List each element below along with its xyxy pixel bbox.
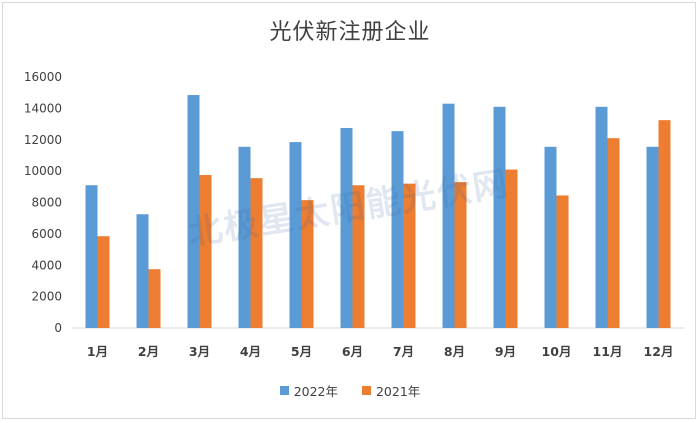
legend-item-2021: 2021年 — [361, 381, 421, 400]
bar-2021 — [148, 269, 161, 328]
chart-title: 光伏新注册企业 — [269, 20, 431, 45]
y-tick-label: 14000 — [24, 101, 62, 115]
legend-label-2022: 2022年 — [293, 384, 338, 399]
bar-2022 — [340, 127, 353, 328]
bar-2021 — [97, 236, 110, 328]
bar-2022 — [493, 106, 506, 329]
bar-2021 — [352, 185, 365, 328]
bar-2022 — [595, 106, 608, 329]
x-category-label: 11月 — [593, 344, 623, 359]
bar-2022 — [391, 131, 404, 328]
y-tick-label: 10000 — [24, 164, 62, 178]
bar-2021 — [301, 200, 314, 328]
y-tick-label: 2000 — [31, 290, 62, 304]
bar-2021 — [454, 182, 467, 328]
y-tick-label: 16000 — [24, 70, 62, 84]
bar-2021 — [658, 120, 671, 328]
x-category-label: 6月 — [342, 344, 363, 359]
bar-2022 — [85, 185, 98, 328]
x-category-label: 10月 — [542, 344, 572, 359]
y-tick-label: 6000 — [31, 227, 62, 241]
bar-2022 — [442, 103, 455, 328]
y-tick-label: 12000 — [24, 133, 62, 147]
y-tick-label: 8000 — [31, 196, 62, 210]
bar-2021 — [607, 138, 620, 328]
y-tick-label: 4000 — [31, 258, 62, 272]
x-category-label: 9月 — [495, 344, 516, 359]
bar-2022 — [646, 146, 659, 328]
bar-2022 — [544, 146, 557, 328]
y-tick-label: 0 — [54, 321, 62, 335]
bar-2022 — [187, 95, 200, 329]
bar-2021 — [403, 183, 416, 328]
legend-swatch-2021 — [361, 386, 371, 395]
bar-2022 — [289, 142, 302, 328]
legend-swatch-2022 — [279, 386, 289, 395]
x-category-label: 2月 — [138, 344, 159, 359]
x-category-label: 4月 — [240, 344, 261, 359]
bar-2022 — [136, 214, 149, 328]
x-category-label: 8月 — [444, 344, 465, 359]
bar-2021 — [199, 175, 212, 328]
x-category-label: 5月 — [291, 344, 312, 359]
legend-item-2022: 2022年 — [279, 381, 338, 400]
x-category-label: 7月 — [393, 344, 414, 359]
legend-label-2021: 2021年 — [375, 384, 421, 399]
x-category-label: 1月 — [87, 344, 108, 359]
bar-2021 — [250, 178, 263, 328]
legend: 2022年 2021年 — [0, 381, 700, 400]
bar-2021 — [505, 169, 518, 328]
bar-2022 — [238, 146, 251, 328]
x-category-label: 12月 — [644, 344, 674, 359]
x-category-label: 3月 — [189, 344, 210, 359]
bar-2021 — [556, 195, 569, 328]
